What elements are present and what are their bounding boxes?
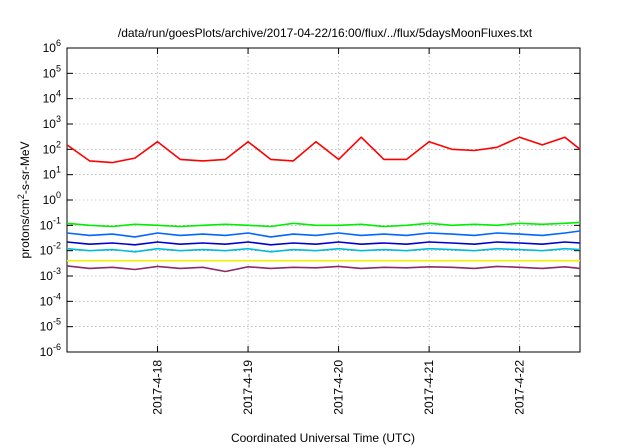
y-axis-label-suffix: -s-sr-MeV (18, 141, 32, 194)
y-tick-base: 10 (43, 193, 57, 207)
x-tick-label: 2017-4-19 (241, 360, 255, 415)
y-axis-label-superscript: 2 (16, 194, 26, 199)
series-line-4 (66, 230, 581, 238)
y-tick-base: 10 (43, 142, 57, 156)
y-tick-label: 100 (43, 190, 61, 207)
y-tick-label: 104 (43, 89, 61, 106)
y-tick-exponent: -5 (53, 317, 61, 327)
y-tick-label: 105 (43, 63, 61, 80)
y-tick-label: 10-2 (40, 241, 61, 258)
y-axis: 10610510410310210110010-110-210-310-410-… (40, 38, 580, 359)
y-tick-label: 10-1 (40, 215, 61, 232)
y-tick-base: 10 (40, 320, 54, 334)
y-tick-label: 103 (43, 114, 61, 131)
series-line-2 (66, 221, 581, 228)
y-tick-base: 10 (43, 92, 57, 106)
y-tick-exponent: -2 (53, 241, 61, 251)
y-tick-exponent: 6 (56, 38, 61, 48)
y-tick-label: 10-4 (40, 291, 61, 308)
y-tick-exponent: 5 (56, 63, 61, 73)
y-tick-exponent: -1 (53, 215, 61, 225)
y-tick-base: 10 (43, 168, 57, 182)
x-tick-label: 2017-4-22 (513, 360, 527, 415)
series-group (66, 136, 581, 273)
y-tick-exponent: 1 (56, 165, 61, 175)
y-tick-base: 10 (40, 269, 54, 283)
y-tick-base: 10 (40, 294, 54, 308)
y-tick-base: 10 (40, 218, 54, 232)
series-line-3 (66, 247, 581, 253)
y-tick-exponent: 2 (56, 139, 61, 149)
y-tick-exponent: -6 (53, 342, 61, 352)
y-tick-base: 10 (43, 66, 57, 80)
x-tick-label: 2017-4-18 (151, 360, 165, 415)
y-tick-base: 10 (43, 117, 57, 131)
y-tick-label: 10-3 (40, 266, 61, 283)
y-axis-label: protons/cm2-s-sr-MeV (16, 141, 32, 258)
y-tick-label: 101 (43, 165, 61, 182)
y-tick-exponent: 4 (56, 89, 61, 99)
x-axis: 2017-4-18 2017-4-19 2017-4-20 2017-4-21 2017… (151, 48, 527, 415)
y-tick-base: 10 (40, 345, 54, 359)
y-tick-exponent: 0 (56, 190, 61, 200)
x-tick-label: 2017-4-20 (332, 360, 346, 415)
x-axis-label: Coordinated Universal Time (UTC) (231, 431, 415, 445)
y-tick-label: 10-5 (40, 317, 61, 334)
series-line-5 (66, 241, 581, 246)
chart-title: /data/run/goesPlots/archive/2017-04-22/1… (118, 26, 533, 40)
y-tick-label: 10-6 (40, 342, 61, 359)
y-tick-base: 10 (43, 41, 57, 55)
series-line-1 (66, 136, 581, 164)
y-tick-label: 106 (43, 38, 61, 55)
y-axis-label-prefix: protons/cm (18, 199, 32, 258)
y-tick-exponent: -4 (53, 291, 61, 301)
x-tick-label: 2017-4-21 (422, 360, 436, 415)
y-tick-label: 102 (43, 139, 61, 156)
y-tick-exponent: 3 (56, 114, 61, 124)
grid (67, 48, 580, 352)
y-tick-exponent: -3 (53, 266, 61, 276)
series-line-7 (66, 265, 581, 273)
y-tick-base: 10 (40, 244, 54, 258)
